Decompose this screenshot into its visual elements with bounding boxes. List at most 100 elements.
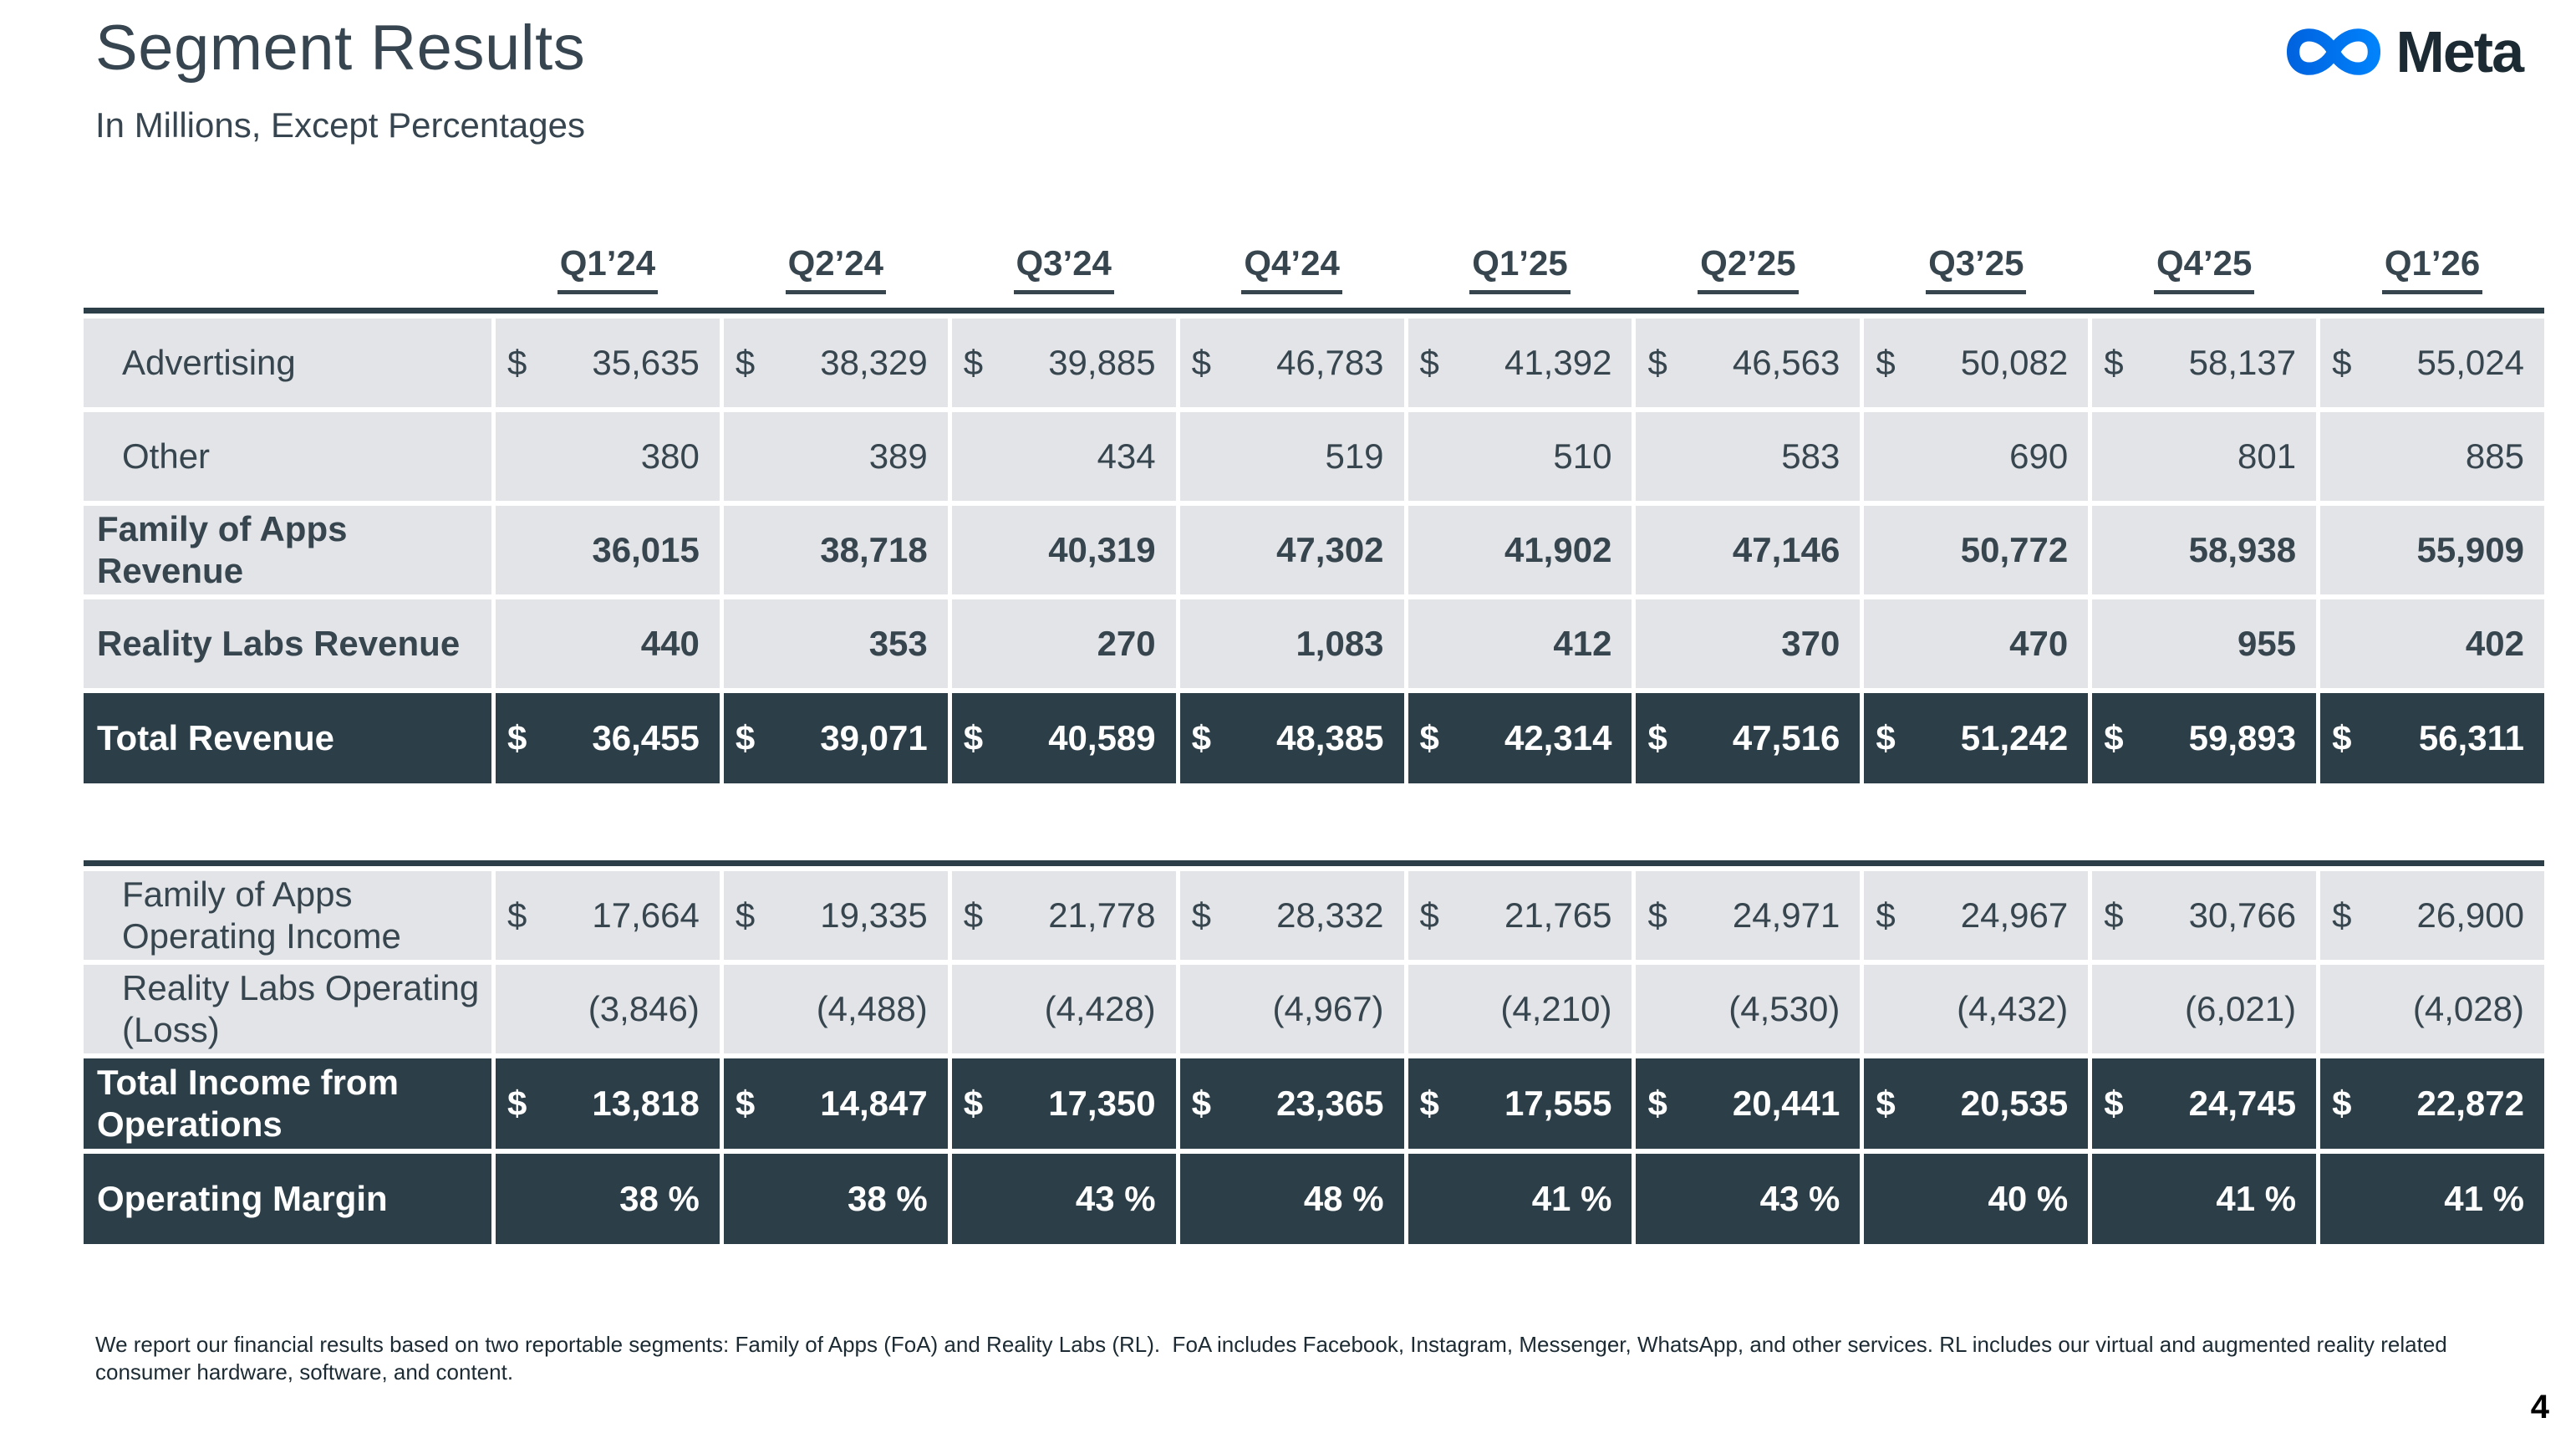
- cell-value: 41,902: [1504, 530, 1612, 569]
- cell: $36,455: [496, 693, 720, 783]
- footnote: We report our financial results based on…: [95, 1332, 2453, 1385]
- cell-value: 48,385: [1276, 718, 1384, 757]
- cell: $40,589: [951, 693, 1176, 783]
- cell-value: 440: [640, 624, 700, 663]
- cell-value: 41 %: [2216, 1179, 2297, 1218]
- cell-value: 519: [1325, 436, 1384, 476]
- cell: 55,909: [2320, 506, 2544, 594]
- cell: $39,071: [723, 693, 948, 783]
- cell: $28,332: [1179, 871, 1404, 960]
- quarter-label: Q2’24: [785, 243, 887, 294]
- dollar-sign: $: [2332, 718, 2352, 757]
- cell: $59,893: [2092, 693, 2317, 783]
- cell-value: 24,971: [1732, 895, 1840, 935]
- cell-value: 58,938: [2188, 530, 2297, 569]
- cell: 40 %: [1864, 1154, 2089, 1244]
- dollar-sign: $: [735, 895, 756, 935]
- cell: 885: [2320, 412, 2544, 501]
- cell-value: 270: [1097, 624, 1156, 663]
- cell: $48,385: [1179, 693, 1404, 783]
- cell: $50,082: [1864, 319, 2089, 407]
- cell: 47,146: [1636, 506, 1861, 594]
- cell: 519: [1179, 412, 1404, 501]
- cell-value: 39,071: [820, 718, 928, 757]
- quarter-header: Q3’24: [952, 243, 1176, 294]
- table-row: Total Income from Operations $13,818 $14,8…: [84, 1058, 2544, 1149]
- cell-value: 690: [2009, 436, 2069, 476]
- dollar-sign: $: [1419, 718, 1439, 757]
- cell-value: 26,900: [2416, 895, 2524, 935]
- dollar-sign: $: [507, 895, 527, 935]
- table-row: Reality Labs Operating (Loss) (3,846) (4,4…: [84, 965, 2544, 1053]
- dollar-sign: $: [963, 718, 984, 757]
- cell: $21,778: [951, 871, 1176, 960]
- table-section-revenue: Advertising $35,635 $38,329 $39,885 $46,783 $…: [84, 308, 2544, 783]
- cell: $39,885: [951, 319, 1176, 407]
- cell: $24,745: [2092, 1058, 2317, 1149]
- cell: (4,210): [1408, 965, 1632, 1053]
- cell-value: 43 %: [1075, 1179, 1156, 1218]
- cell-value: (6,021): [2185, 989, 2297, 1028]
- cell: $47,516: [1636, 693, 1861, 783]
- cell: 40,319: [951, 506, 1176, 594]
- cell-value: (4,428): [1044, 989, 1156, 1028]
- cell-value: 380: [640, 436, 700, 476]
- dollar-sign: $: [1419, 895, 1439, 935]
- cell-value: 22,872: [2416, 1084, 2524, 1123]
- cell: $56,311: [2320, 693, 2544, 783]
- cell: $41,392: [1408, 319, 1632, 407]
- cell-value: 510: [1553, 436, 1612, 476]
- table-section-operating-income: Family of Apps Operating Income $17,664 $1…: [84, 860, 2544, 1244]
- cell: 38 %: [496, 1154, 720, 1244]
- cell-value: 21,765: [1504, 895, 1612, 935]
- cell: $19,335: [723, 871, 948, 960]
- cell: (4,488): [723, 965, 948, 1053]
- quarter-label: Q3’24: [1013, 243, 1114, 294]
- cell: $17,664: [496, 871, 720, 960]
- dollar-sign: $: [2104, 895, 2124, 935]
- cell-value: 955: [2237, 624, 2297, 663]
- cell-value: 50,772: [1960, 530, 2069, 569]
- dollar-sign: $: [2104, 1084, 2124, 1123]
- dollar-sign: $: [1876, 718, 1896, 757]
- quarter-label: Q4’24: [1241, 243, 1342, 294]
- cell-value: 21,778: [1048, 895, 1156, 935]
- cell: 370: [1636, 599, 1861, 688]
- cell: $38,329: [723, 319, 948, 407]
- cell: $23,365: [1179, 1058, 1404, 1149]
- table-row: Operating Margin 38 % 38 % 43 % 48 % 41 % 43 %…: [84, 1154, 2544, 1244]
- cell-value: 51,242: [1960, 718, 2069, 757]
- cell: 583: [1636, 412, 1861, 501]
- cell-value: 38,329: [820, 343, 928, 382]
- quarter-header: Q1’25: [1408, 243, 1632, 294]
- cell-value: 41 %: [2444, 1179, 2524, 1218]
- dollar-sign: $: [1876, 343, 1896, 382]
- quarter-header: Q1’26: [2320, 243, 2544, 294]
- quarter-label: Q1’24: [557, 243, 659, 294]
- cell-value: 353: [868, 624, 928, 663]
- cell: 402: [2320, 599, 2544, 688]
- cell-value: 40,589: [1048, 718, 1156, 757]
- cell: $13,818: [496, 1058, 720, 1149]
- cell-value: 41,392: [1504, 343, 1612, 382]
- row-label: Reality Labs Revenue: [84, 599, 491, 688]
- table-row: Reality Labs Revenue 440 353 270 1,083 412 370…: [84, 599, 2544, 688]
- cell: 41 %: [1408, 1154, 1632, 1244]
- cell: (4,967): [1179, 965, 1404, 1053]
- cell-value: 20,441: [1732, 1084, 1840, 1123]
- row-label: Operating Margin: [84, 1154, 491, 1244]
- dollar-sign: $: [507, 343, 527, 382]
- cell-value: 36,015: [592, 530, 700, 569]
- meta-infinity-icon: [2279, 18, 2388, 85]
- cell: 47,302: [1179, 506, 1404, 594]
- page-number: 4: [2530, 1389, 2549, 1425]
- cell: $35,635: [496, 319, 720, 407]
- cell: 270: [951, 599, 1176, 688]
- quarter-header: Q4’24: [1180, 243, 1404, 294]
- dollar-sign: $: [1647, 718, 1667, 757]
- cell-value: 38,718: [820, 530, 928, 569]
- cell-value: 46,563: [1732, 343, 1840, 382]
- cell: 58,938: [2092, 506, 2317, 594]
- dollar-sign: $: [1876, 1084, 1896, 1123]
